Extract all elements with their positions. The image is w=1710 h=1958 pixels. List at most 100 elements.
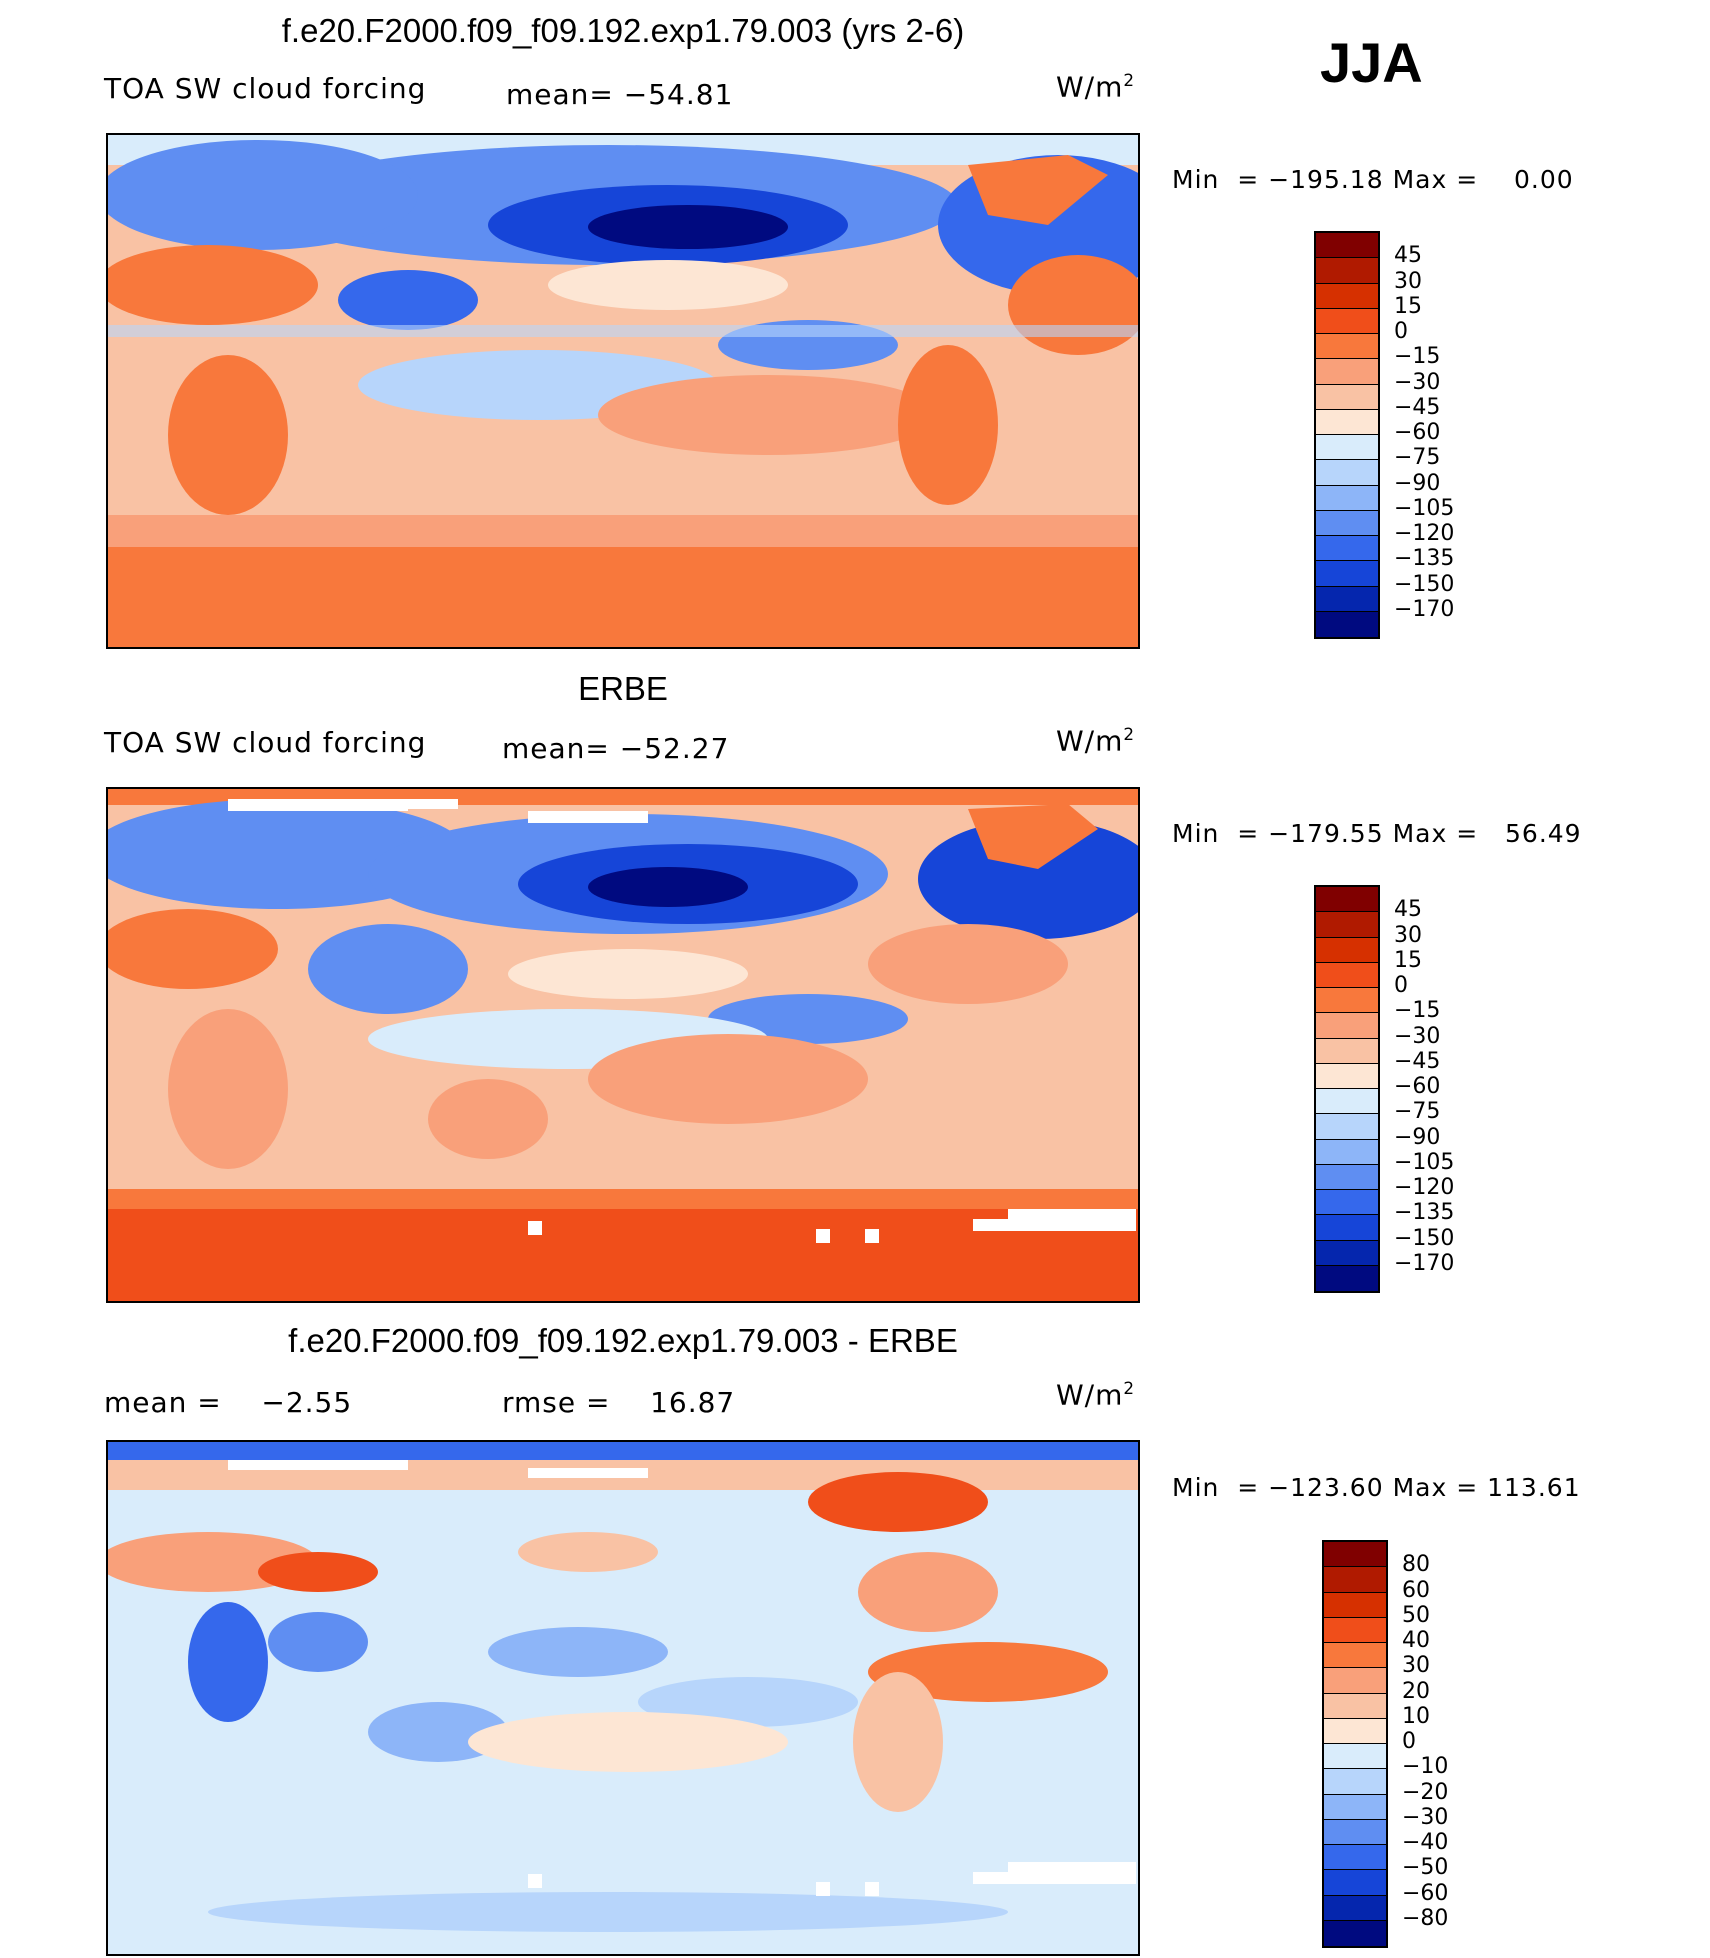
colorbar-swatch <box>1316 962 1378 988</box>
colorbar-swatch <box>1324 1819 1386 1845</box>
colorbar-swatch <box>1324 1769 1386 1795</box>
panel-3-colorbar <box>1322 1540 1388 1948</box>
colorbar-tick-label: −20 <box>1402 1779 1449 1805</box>
colorbar-tick-label: −135 <box>1394 546 1455 572</box>
colorbar-swatch <box>1316 1240 1378 1266</box>
panel-2-map <box>106 787 1140 1303</box>
panel-2-title: ERBE <box>578 670 668 707</box>
panel-1-map <box>106 133 1140 649</box>
colorbar-tick-label: −60 <box>1402 1880 1449 1906</box>
colorbar-swatch <box>1324 1920 1386 1946</box>
panel-3-mean-label: mean = −2.55 <box>104 1386 353 1419</box>
colorbar-tick-label: −105 <box>1394 1149 1455 1175</box>
colorbar-tick-label: −170 <box>1394 1250 1455 1276</box>
colorbar-swatch <box>1316 258 1378 284</box>
colorbar-swatch <box>1316 536 1378 562</box>
colorbar-tick-label: −30 <box>1394 369 1441 395</box>
colorbar-swatch <box>1316 1038 1378 1064</box>
colorbar-swatch <box>1316 1265 1378 1291</box>
colorbar-tick-label: 0 <box>1394 973 1408 998</box>
colorbar-tick-label: −75 <box>1394 445 1441 471</box>
panel-3-map-field <box>108 1442 1138 1954</box>
colorbar-tick-label: −40 <box>1402 1830 1449 1855</box>
colorbar-tick-label: −75 <box>1394 1099 1441 1125</box>
colorbar-swatch <box>1316 409 1378 435</box>
colorbar-tick-label: −15 <box>1394 998 1441 1024</box>
colorbar-tick-label: 80 <box>1402 1552 1430 1578</box>
colorbar-swatch <box>1324 1718 1386 1744</box>
colorbar-swatch <box>1316 308 1378 334</box>
colorbar-swatch <box>1324 1794 1386 1820</box>
panel-2-mean-label: mean= −52.27 <box>502 732 730 765</box>
colorbar-tick-label: −150 <box>1394 1225 1455 1251</box>
panel-1-units: W/m2 <box>1056 70 1136 104</box>
colorbar-tick-label: 0 <box>1394 319 1408 344</box>
colorbar-swatch <box>1316 1114 1378 1140</box>
panel-1-variable-label: TOA SW cloud forcing <box>104 72 427 105</box>
colorbar-swatch <box>1324 1668 1386 1694</box>
colorbar-swatch <box>1316 1063 1378 1089</box>
colorbar-tick-label: 30 <box>1402 1653 1430 1679</box>
colorbar-swatch <box>1316 1190 1378 1216</box>
panel-3-minmax: Min = −123.60 Max = 113.61 <box>1172 1473 1581 1502</box>
colorbar-swatch <box>1324 1870 1386 1896</box>
colorbar-swatch <box>1316 510 1378 536</box>
colorbar-swatch <box>1324 1895 1386 1921</box>
colorbar-swatch <box>1324 1542 1386 1568</box>
colorbar-swatch <box>1316 887 1378 913</box>
panel-3-title: f.e20.F2000.f09_f09.192.exp1.79.003 - ER… <box>288 1322 958 1359</box>
colorbar-tick-label: 10 <box>1402 1703 1430 1729</box>
colorbar-swatch <box>1316 384 1378 410</box>
colorbar-swatch <box>1316 561 1378 587</box>
colorbar-tick-label: −105 <box>1394 495 1455 521</box>
colorbar-swatch <box>1316 485 1378 511</box>
colorbar-swatch <box>1324 1567 1386 1593</box>
colorbar-swatch <box>1316 1139 1378 1165</box>
colorbar-swatch <box>1316 1089 1378 1115</box>
colorbar-tick-label: −120 <box>1394 521 1455 546</box>
colorbar-tick-label: −45 <box>1394 394 1441 420</box>
colorbar-tick-label: −90 <box>1394 470 1441 496</box>
season-label: JJA <box>1320 31 1423 94</box>
colorbar-tick-label: −45 <box>1394 1048 1441 1074</box>
colorbar-swatch <box>1316 988 1378 1014</box>
colorbar-swatch <box>1316 435 1378 461</box>
colorbar-swatch <box>1316 912 1378 938</box>
colorbar-tick-label: 60 <box>1402 1577 1430 1603</box>
colorbar-swatch <box>1316 359 1378 385</box>
colorbar-tick-label: −50 <box>1402 1855 1449 1881</box>
colorbar-swatch <box>1324 1845 1386 1871</box>
colorbar-swatch <box>1324 1617 1386 1643</box>
colorbar-tick-label: −170 <box>1394 596 1455 622</box>
colorbar-tick-label: 15 <box>1394 947 1422 973</box>
colorbar-tick-label: −120 <box>1394 1175 1455 1200</box>
panel-2-minmax: Min = −179.55 Max = 56.49 <box>1172 819 1582 848</box>
colorbar-tick-label: −30 <box>1402 1804 1449 1830</box>
colorbar-swatch <box>1316 611 1378 637</box>
panel-3-map <box>106 1440 1140 1956</box>
panel-2-colorbar <box>1314 885 1380 1293</box>
colorbar-swatch <box>1324 1592 1386 1618</box>
colorbar-swatch <box>1316 937 1378 963</box>
panel-1-minmax: Min = −195.18 Max = 0.00 <box>1172 165 1574 194</box>
panel-1-colorbar <box>1314 231 1380 639</box>
panel-3-units: W/m2 <box>1056 1378 1136 1412</box>
colorbar-tick-label: −10 <box>1402 1754 1449 1780</box>
panel-1-title: f.e20.F2000.f09_f09.192.exp1.79.003 (yrs… <box>281 12 965 49</box>
colorbar-tick-label: 20 <box>1402 1678 1430 1704</box>
colorbar-tick-label: −90 <box>1394 1124 1441 1150</box>
colorbar-tick-label: −150 <box>1394 571 1455 597</box>
colorbar-tick-label: −60 <box>1394 1074 1441 1099</box>
panel-1-map-field <box>108 135 1138 647</box>
colorbar-tick-label: 45 <box>1394 243 1422 269</box>
colorbar-swatch <box>1316 334 1378 360</box>
colorbar-tick-label: 30 <box>1394 268 1422 294</box>
panel-2-variable-label: TOA SW cloud forcing <box>104 726 427 759</box>
colorbar-swatch <box>1324 1643 1386 1669</box>
colorbar-tick-label: −60 <box>1394 420 1441 445</box>
colorbar-swatch <box>1316 1164 1378 1190</box>
colorbar-tick-label: 40 <box>1402 1628 1430 1653</box>
colorbar-swatch <box>1316 233 1378 259</box>
panel-2-units: W/m2 <box>1056 724 1136 758</box>
colorbar-tick-label: 30 <box>1394 922 1422 948</box>
